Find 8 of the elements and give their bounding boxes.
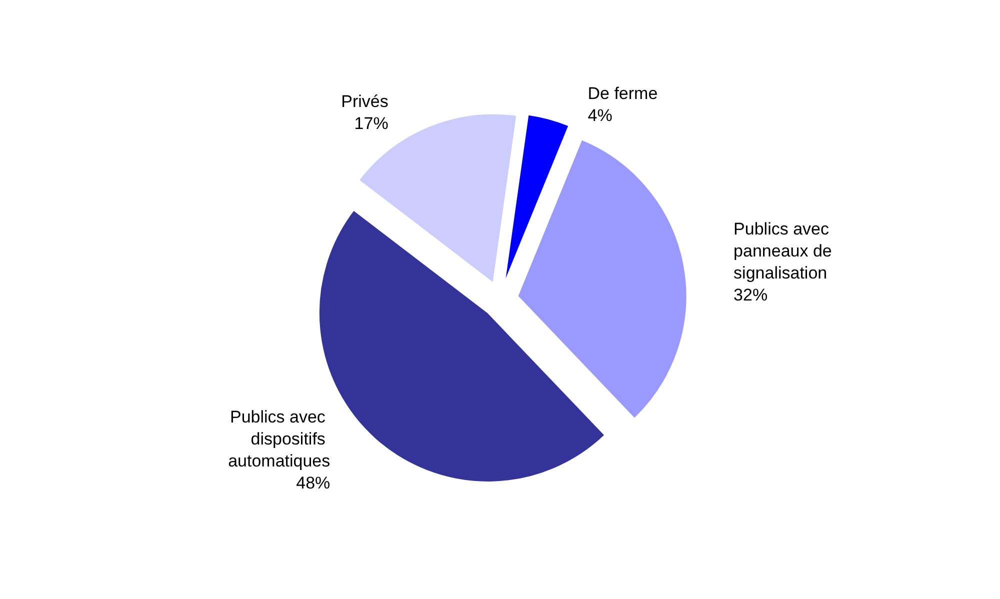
slice-label: Publics avec panneaux de signalisation (734, 219, 837, 282)
slice-label: Publics avec dispositifs automatiques (228, 407, 330, 470)
data-label: 48% (296, 473, 330, 492)
slice-label: De ferme (588, 84, 658, 103)
slice-label: Privés (341, 92, 388, 112)
data-label: 17% (354, 114, 388, 134)
data-label: 32% (734, 285, 768, 304)
data-label: 4% (588, 106, 612, 125)
